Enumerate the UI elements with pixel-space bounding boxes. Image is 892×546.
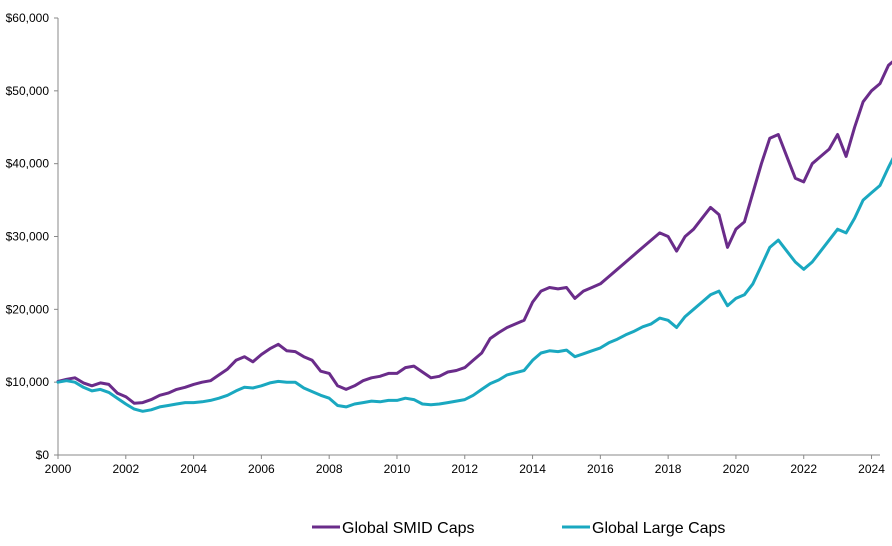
y-tick-label: $20,000 bbox=[6, 302, 50, 316]
x-tick-label: 2000 bbox=[45, 462, 72, 476]
x-tick-label: 2024 bbox=[858, 462, 885, 476]
y-tick-label: $60,000 bbox=[6, 11, 50, 25]
x-tick-label: 2004 bbox=[180, 462, 207, 476]
x-tick-label: 2020 bbox=[723, 462, 750, 476]
y-axis-ticks: $0 $10,000 $20,000 $30,000 $40,000 $50,000 $60… bbox=[6, 11, 58, 462]
y-tick-label: $10,000 bbox=[6, 375, 50, 389]
chart-legend: Global SMID Caps Global Large Caps bbox=[312, 520, 725, 537]
chart-series bbox=[56, 60, 892, 413]
y-tick-label: $0 bbox=[36, 448, 50, 462]
x-tick-label: 2012 bbox=[451, 462, 478, 476]
series-line-global-smid-caps bbox=[56, 60, 892, 405]
x-tick-label: 2014 bbox=[519, 462, 546, 476]
y-tick-label: $30,000 bbox=[6, 230, 50, 244]
x-tick-label: 2022 bbox=[790, 462, 817, 476]
x-tick-label: 2002 bbox=[112, 462, 139, 476]
x-tick-label: 2008 bbox=[316, 462, 343, 476]
x-tick-label: 2016 bbox=[587, 462, 614, 476]
series-line-global-large-caps bbox=[56, 157, 892, 413]
y-tick-label: $40,000 bbox=[6, 157, 50, 171]
x-tick-label: 2018 bbox=[655, 462, 682, 476]
y-tick-label: $50,000 bbox=[6, 84, 50, 98]
legend-label: Global Large Caps bbox=[592, 520, 725, 537]
x-tick-label: 2006 bbox=[248, 462, 275, 476]
x-axis-ticks: 2000 2002 2004 2006 2008 2010 2012 2014 2016 2018… bbox=[45, 455, 885, 476]
legend-label: Global SMID Caps bbox=[342, 520, 475, 537]
x-tick-label: 2010 bbox=[384, 462, 411, 476]
